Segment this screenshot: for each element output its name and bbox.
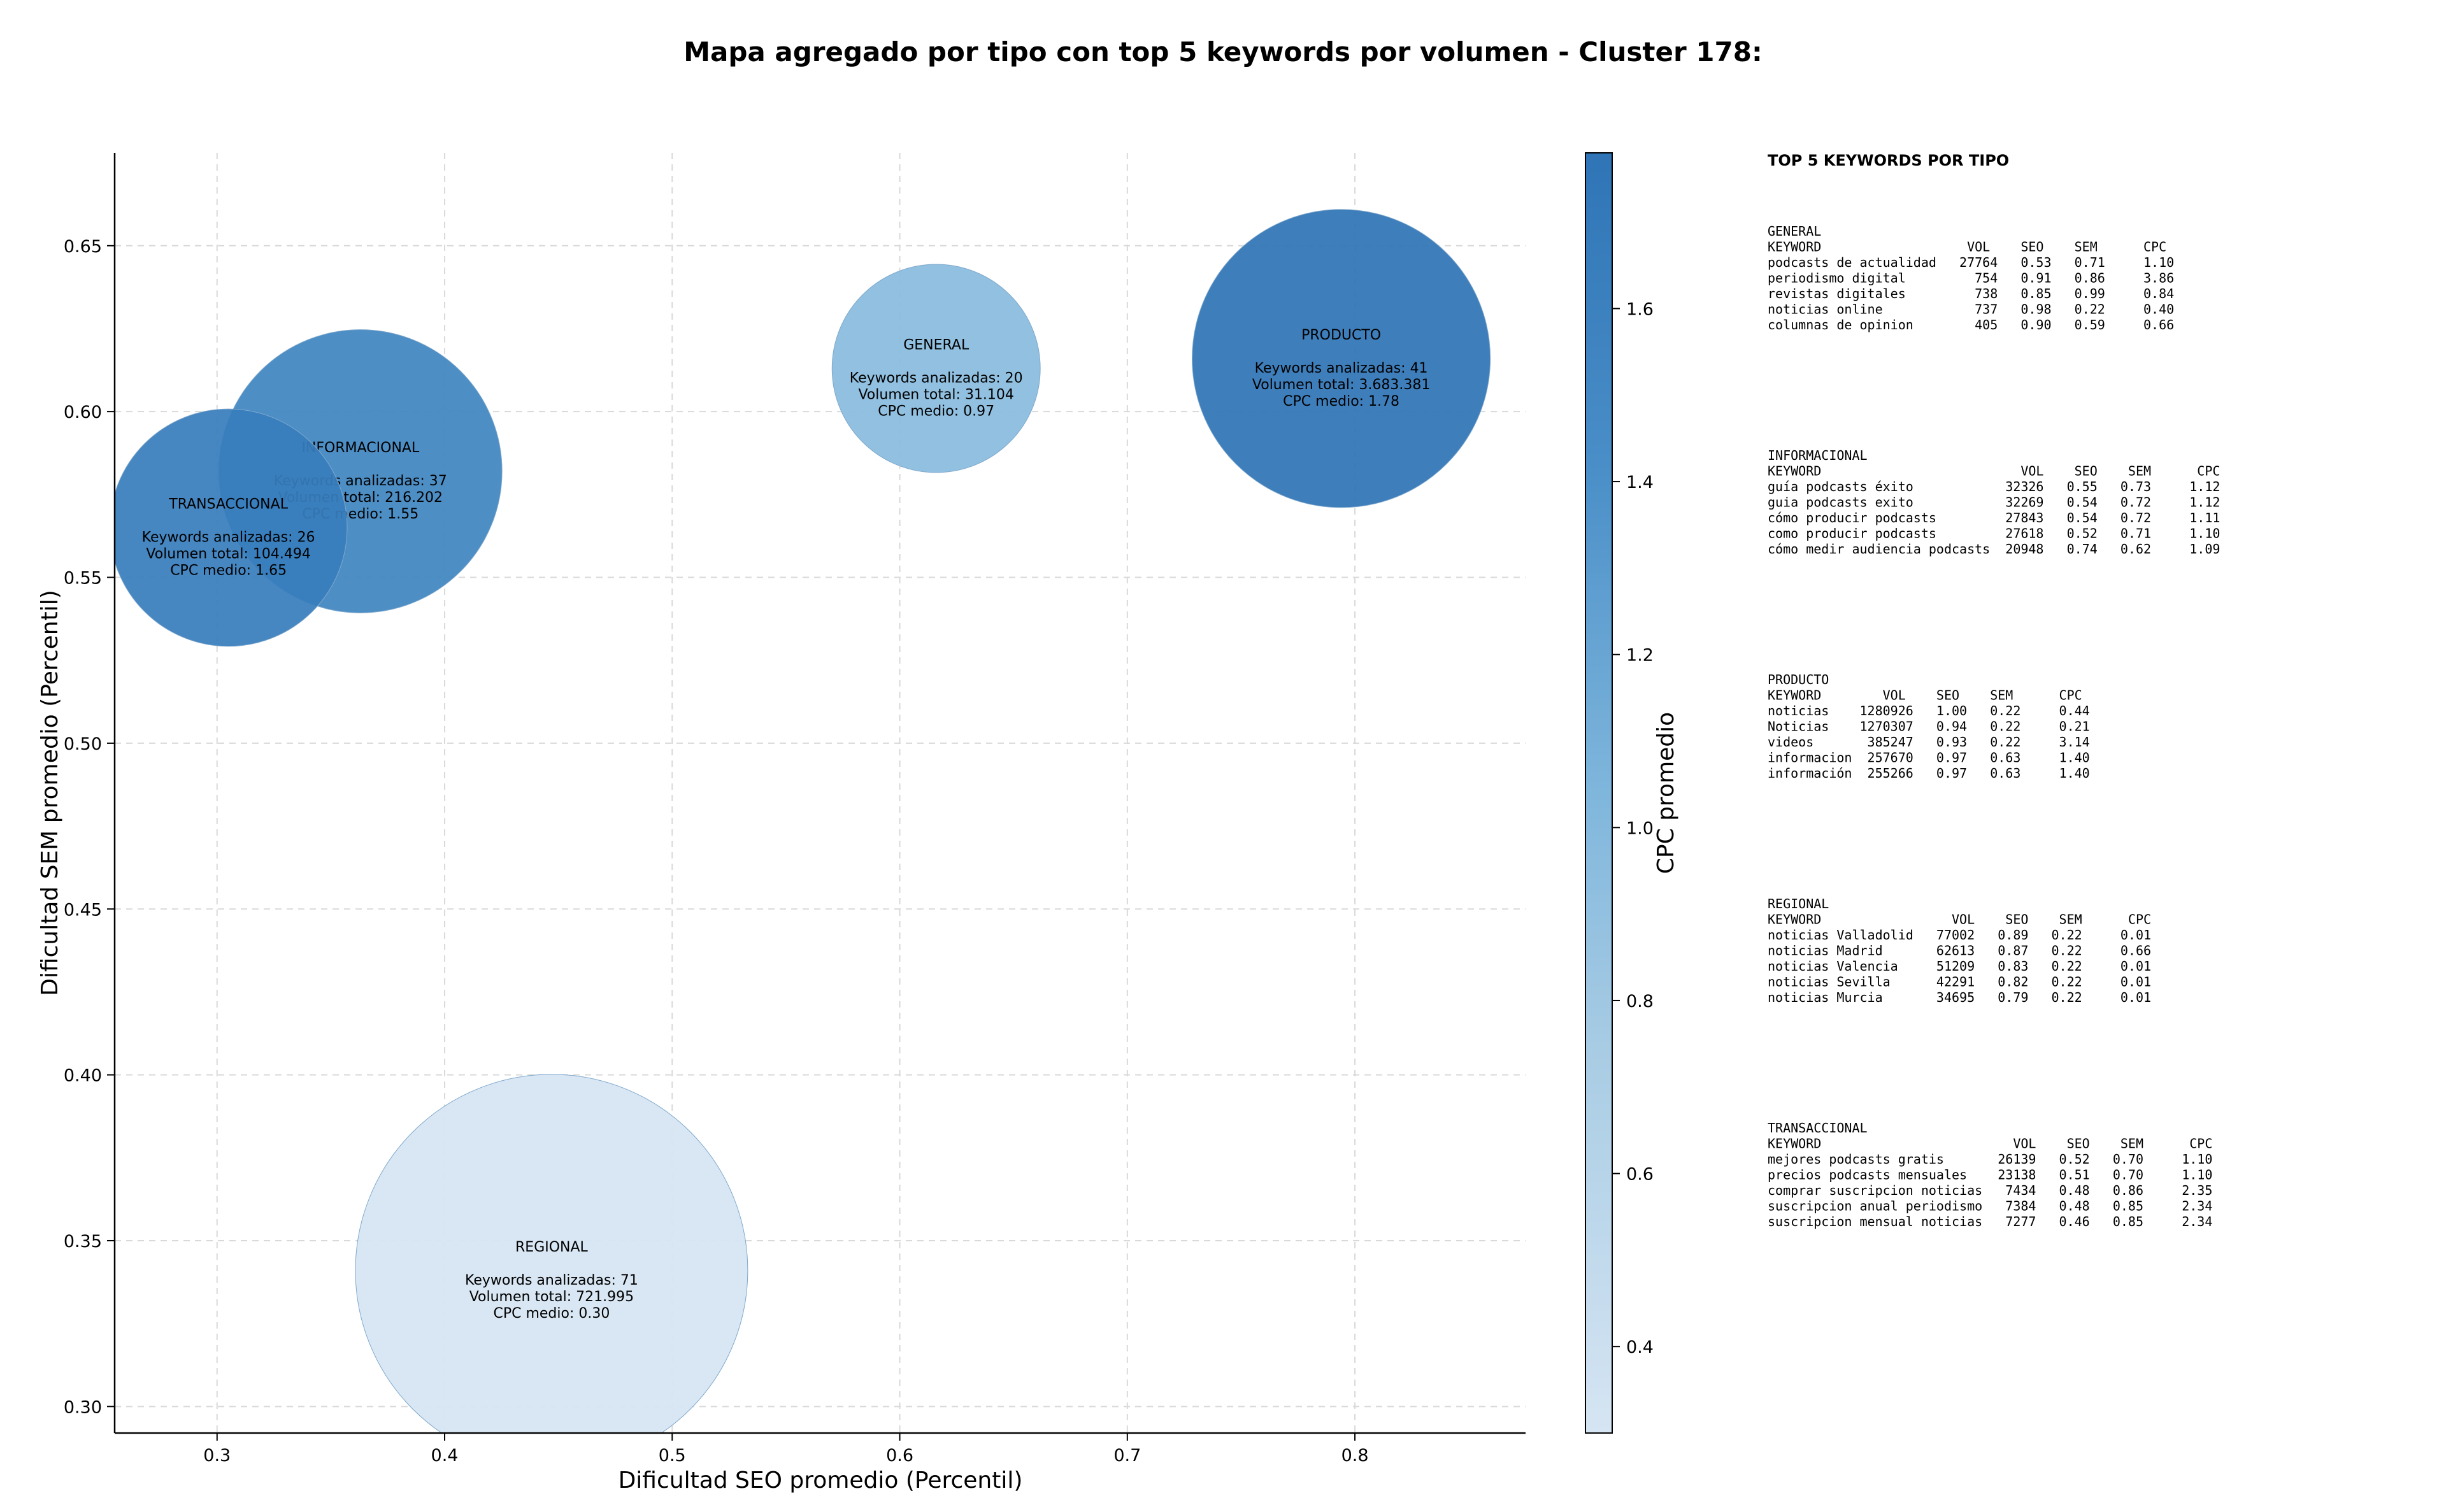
keyword-table-header: KEYWORD VOL SEO SEM CPC	[1768, 688, 2082, 703]
keyword-table-row: guia podcasts exito 32269 0.54 0.72 1.12	[1768, 495, 2220, 510]
keyword-table-row: informacion 257670 0.97 0.63 1.40	[1768, 750, 2090, 766]
bubble-circle	[831, 264, 1041, 473]
keyword-table-row: noticias Sevilla 42291 0.82 0.22 0.01	[1768, 974, 2151, 990]
bubble-circle	[1192, 209, 1491, 508]
keyword-table-title: REGIONAL	[1768, 896, 1829, 911]
bubble-circle	[115, 408, 348, 647]
bubble-transaccional: TRANSACCIONAL Keywords analizadas: 26Volu…	[115, 408, 348, 647]
bubble-type-label: GENERAL	[903, 337, 969, 353]
bubble-type-label: TRANSACCIONAL	[168, 496, 288, 512]
bubble-volume-label: Volumen total: 31.104	[858, 387, 1013, 403]
bubble-volume-label: Volumen total: 3.683.381	[1252, 377, 1430, 393]
keyword-table-title: TRANSACCIONAL	[1768, 1120, 1868, 1136]
keyword-table-row: información 255266 0.97 0.63 1.40	[1768, 766, 2090, 781]
keyword-table-row: noticias Murcia 34695 0.79 0.22 0.01	[1768, 990, 2151, 1005]
x-axis-label: Dificultad SEO promedio (Percentil)	[619, 1467, 1023, 1494]
keyword-table-row: como producir podcasts 27618 0.52 0.71 1…	[1768, 526, 2220, 541]
x-tick-label: 0.6	[886, 1446, 913, 1466]
keyword-table-title: PRODUCTO	[1768, 672, 1829, 687]
y-tick-label: 0.55	[64, 569, 102, 588]
y-tick-label: 0.45	[64, 900, 102, 920]
keyword-table-header: KEYWORD VOL SEO SEM CPC	[1768, 912, 2151, 927]
colorbar-tick-label: 1.2	[1626, 646, 1654, 666]
keyword-table-row: guía podcasts éxito 32326 0.55 0.73 1.12	[1768, 479, 2220, 494]
bubble-cpc-label: CPC medio: 0.30	[493, 1306, 610, 1322]
y-ticks: 0.30 0.35 0.40 0.45 0.50 0.55 0.60 0.65	[64, 237, 115, 1417]
x-tick-label: 0.5	[659, 1446, 686, 1466]
bubble-keywords-label: Keywords analizadas: 71	[465, 1273, 638, 1288]
keyword-table-row: mejores podcasts gratis 26139 0.52 0.70 …	[1768, 1152, 2212, 1167]
y-tick-label: 0.30	[64, 1397, 102, 1417]
keyword-table-row: comprar suscripcion noticias 7434 0.48 0…	[1768, 1183, 2212, 1198]
colorbar-tick-label: 1.4	[1626, 473, 1654, 492]
keyword-table-row: suscripcion anual periodismo 7384 0.48 0…	[1768, 1199, 2212, 1214]
y-tick-label: 0.35	[64, 1232, 102, 1252]
keyword-table-row: noticias Madrid 62613 0.87 0.22 0.66	[1768, 943, 2151, 959]
keyword-table-title: GENERAL	[1768, 224, 1821, 239]
bubble-volume-label: Volumen total: 721.995	[469, 1289, 634, 1305]
x-tick-label: 0.3	[203, 1446, 231, 1466]
keyword-table-row: noticias Valencia 51209 0.83 0.22 0.01	[1768, 959, 2151, 974]
keyword-table-row: precios podcasts mensuales 23138 0.51 0.…	[1768, 1167, 2212, 1183]
keyword-table-header: KEYWORD VOL SEO SEM CPC	[1768, 239, 2166, 255]
colorbar-tick-label: 0.6	[1626, 1165, 1654, 1185]
bubble-cpc-label: CPC medio: 1.65	[170, 562, 287, 578]
keyword-table-header: KEYWORD VOL SEO SEM CPC	[1768, 464, 2220, 479]
colorbar-tick-label: 0.8	[1626, 992, 1654, 1011]
keyword-table-row: cómo medir audiencia podcasts 20948 0.74…	[1768, 541, 2220, 557]
keyword-table-row: Noticias 1270307 0.94 0.22 0.21	[1768, 719, 2090, 734]
bubble-volume-label: Volumen total: 104.494	[146, 546, 310, 562]
y-tick-label: 0.65	[64, 237, 102, 257]
keyword-table-row: noticias Valladolid 77002 0.89 0.22 0.01	[1768, 927, 2151, 943]
keyword-table-row: columnas de opinion 405 0.90 0.59 0.66	[1768, 317, 2174, 332]
y-tick-label: 0.50	[64, 734, 102, 754]
keyword-table-row: noticias online 737 0.98 0.22 0.40	[1768, 302, 2174, 317]
bubble-circle	[355, 1074, 748, 1433]
keyword-table-row: videos 385247 0.93 0.22 3.14	[1768, 734, 2090, 750]
colorbar-tick-label: 0.4	[1626, 1337, 1654, 1357]
bubble-type-label: PRODUCTO	[1301, 327, 1381, 343]
y-tick-label: 0.40	[64, 1066, 102, 1086]
keyword-table-row: noticias 1280926 1.00 0.22 0.44	[1768, 703, 2090, 718]
bubble-type-label: REGIONAL	[515, 1239, 589, 1255]
keyword-table-row: periodismo digital 754 0.91 0.86 3.86	[1768, 271, 2174, 286]
keyword-table-header: KEYWORD VOL SEO SEM CPC	[1768, 1136, 2212, 1152]
x-ticks: 0.3 0.4 0.5 0.6 0.7 0.8	[203, 1433, 1369, 1466]
bubble-cpc-label: CPC medio: 0.97	[878, 403, 994, 419]
keyword-table-row: revistas digitales 738 0.85 0.99 0.84	[1768, 286, 2174, 301]
bubble-keywords-label: Keywords analizadas: 26	[142, 529, 315, 545]
side-panel-heading: TOP 5 KEYWORDS POR TIPO	[1768, 152, 2009, 169]
keyword-table-row: podcasts de actualidad 27764 0.53 0.71 1…	[1768, 255, 2174, 270]
colorbar-tick-label: 1.0	[1626, 818, 1654, 838]
keyword-table-row: suscripcion mensual noticias 7277 0.46 0…	[1768, 1214, 2212, 1229]
bubble-keywords-label: Keywords analizadas: 20	[850, 370, 1023, 386]
bubble-cpc-label: CPC medio: 1.78	[1283, 394, 1399, 410]
bubble-keywords-label: Keywords analizadas: 41	[1255, 360, 1428, 376]
keyword-table-row: cómo producir podcasts 27843 0.54 0.72 1…	[1768, 510, 2220, 525]
y-tick-label: 0.60	[64, 403, 102, 422]
colorbar-ticks: 0.4 0.6 0.8 1.0 1.2 1.4 1.6	[1612, 299, 1654, 1357]
x-tick-label: 0.7	[1113, 1446, 1141, 1466]
colorbar	[1585, 152, 1613, 1434]
y-axis-label: Dificultad SEM promedio (Percentil)	[37, 590, 63, 996]
keyword-table-title: INFORMACIONAL	[1768, 448, 1868, 463]
colorbar-tick-label: 1.6	[1626, 299, 1654, 319]
chart-title: Mapa agregado por tipo con top 5 keyword…	[683, 36, 1763, 68]
x-tick-label: 0.8	[1341, 1446, 1369, 1466]
x-tick-label: 0.4	[431, 1446, 459, 1466]
colorbar-label: CPC promedio	[1653, 712, 1679, 874]
